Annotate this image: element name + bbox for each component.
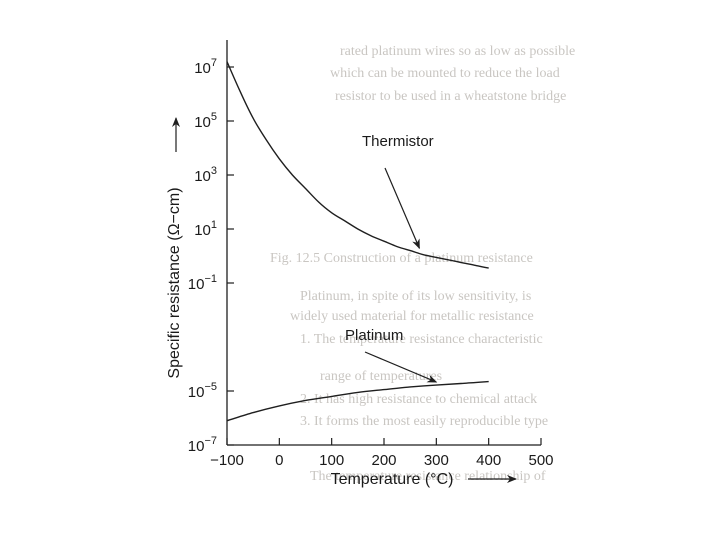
x-axis-title: Temperature (°C) xyxy=(331,471,454,488)
x-tick-label: 100 xyxy=(319,452,344,469)
bleed-line: resistor to be used in a wheatstone brid… xyxy=(335,89,566,104)
y-tick-label: 105 xyxy=(194,111,217,131)
bleed-line: widely used material for metallic resist… xyxy=(290,309,534,324)
annotation-arrow xyxy=(364,351,438,383)
annotation-thermistor: Thermistor xyxy=(362,133,434,150)
annotation-arrow xyxy=(384,167,420,250)
series-line-platinum xyxy=(226,380,489,422)
y-tick-label: 10−1 xyxy=(188,273,217,293)
bleed-line: which can be mounted to reduce the load xyxy=(330,66,560,81)
bleed-line: 3. It forms the most easily reproducible… xyxy=(300,414,548,429)
series-line-thermistor xyxy=(226,61,489,269)
bleed-line: Platinum, in spite of its low sensitivit… xyxy=(300,289,531,304)
bleed-line: 2. It has high resistance to chemical at… xyxy=(300,392,537,407)
x-tick-label: 500 xyxy=(528,452,553,469)
x-tick-label: 400 xyxy=(476,452,501,469)
axis-labels: Temperature (°C) Specific resistance (Ω−c… xyxy=(166,117,517,488)
bleed-line: Fig. 12.5 Construction of a platinum res… xyxy=(270,251,533,266)
x-tick-label: 200 xyxy=(371,452,396,469)
bleed-line: range of temperatures xyxy=(320,369,442,384)
y-axis-title: Specific resistance (Ω−cm) xyxy=(166,187,183,378)
y-tick-label: 101 xyxy=(194,219,217,239)
annotations: Thermistor Platinum xyxy=(345,133,438,383)
bleed-line: The temperature resistance relationship … xyxy=(310,469,546,484)
y-tick-label: 107 xyxy=(194,57,217,77)
background-bleed-text: rated platinum wires so as low as possib… xyxy=(270,44,575,484)
y-tick-label: 103 xyxy=(194,165,217,185)
x-tick-label: −100 xyxy=(210,452,244,469)
series xyxy=(226,61,489,422)
annotation-platinum: Platinum xyxy=(345,327,403,344)
x-tick-label: 0 xyxy=(275,452,283,469)
y-tick-label: 10−5 xyxy=(188,381,217,401)
axes: 107 105 103 101 10−1 10−5 10−7−100 0 100 200 300 40… xyxy=(188,40,554,469)
x-tick-label: 300 xyxy=(424,452,449,469)
bleed-line: 1. The temperature resistance characteri… xyxy=(300,332,543,347)
y-tick-label: 10−7 xyxy=(188,435,217,455)
bleed-line: rated platinum wires so as low as possib… xyxy=(340,44,575,59)
